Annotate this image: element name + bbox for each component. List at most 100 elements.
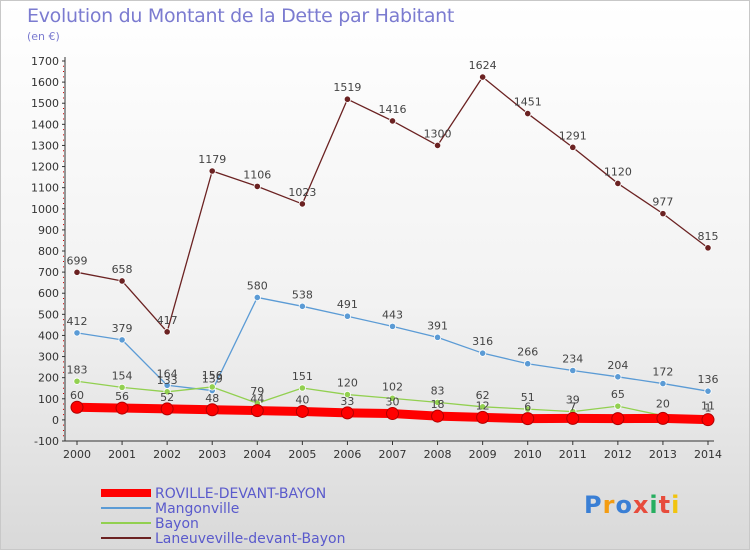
- data-point: [388, 117, 397, 125]
- data-label: 266: [517, 346, 538, 359]
- data-label: 412: [67, 315, 88, 328]
- data-point: [208, 167, 216, 175]
- x-tick-label: 2011: [559, 448, 587, 461]
- data-point: [659, 379, 667, 388]
- y-tick-label: 900: [38, 224, 59, 237]
- y-tick-label: 1600: [31, 76, 59, 89]
- data-label: 417: [157, 314, 178, 327]
- logo-letter: i: [649, 491, 659, 519]
- logo-letter: o: [615, 491, 633, 519]
- data-point: [298, 200, 306, 208]
- data-label: 11: [701, 400, 715, 413]
- data-label: 1416: [379, 103, 407, 116]
- y-tick-label: 100: [38, 393, 59, 406]
- data-point: [73, 268, 81, 276]
- x-tick-label: 2014: [694, 448, 722, 461]
- data-label: 133: [157, 374, 178, 387]
- chart-subtitle: (en €): [27, 30, 60, 43]
- data-point: [614, 402, 622, 410]
- data-point: [388, 322, 397, 330]
- chart-title: Evolution du Montant de la Dette par Hab…: [27, 5, 455, 27]
- x-tick-label: 2004: [243, 448, 271, 461]
- y-tick-label: 500: [38, 308, 59, 321]
- x-tick-label: 2009: [469, 448, 497, 461]
- data-label: 20: [656, 398, 670, 411]
- data-label: 977: [652, 196, 673, 209]
- data-label: 7: [569, 400, 576, 413]
- data-label: 39: [566, 394, 580, 407]
- data-label: 79: [250, 385, 264, 398]
- data-label: 1120: [604, 165, 632, 178]
- x-tick-label: 2007: [379, 448, 407, 461]
- data-point: [115, 401, 129, 415]
- y-tick-label: 400: [38, 329, 59, 342]
- data-point: [524, 360, 532, 368]
- data-label: 102: [382, 380, 403, 393]
- data-label: 139: [202, 373, 223, 386]
- data-label: 60: [70, 389, 84, 402]
- data-point: [208, 383, 216, 391]
- data-label: 1106: [243, 168, 271, 181]
- y-tick-label: -100: [34, 435, 59, 448]
- y-tick-label: 1700: [31, 55, 59, 68]
- data-label: 1291: [559, 129, 587, 142]
- data-label: 51: [521, 391, 535, 404]
- data-point: [569, 143, 577, 151]
- data-point: [163, 328, 171, 336]
- y-tick-label: 300: [38, 351, 59, 364]
- data-label: 18: [431, 398, 445, 411]
- data-label: 234: [562, 352, 583, 365]
- data-label: 183: [67, 363, 88, 376]
- data-point: [70, 400, 84, 414]
- x-tick-label: 2001: [108, 448, 136, 461]
- data-label: 443: [382, 308, 403, 321]
- data-label: 136: [698, 373, 719, 386]
- data-label: 6: [524, 401, 531, 414]
- data-point: [479, 349, 487, 357]
- data-label: 44: [250, 393, 264, 406]
- data-point: [704, 244, 712, 252]
- data-point: [479, 73, 487, 81]
- x-tick-label: 2000: [63, 448, 91, 461]
- data-label: 1300: [424, 127, 452, 140]
- data-label: 1519: [333, 81, 361, 94]
- y-tick-label: 700: [38, 266, 59, 279]
- data-label: 30: [386, 396, 400, 409]
- data-point: [524, 109, 532, 118]
- data-point: [343, 390, 352, 399]
- data-point: [476, 410, 490, 424]
- data-point: [118, 277, 126, 285]
- data-point: [343, 95, 352, 103]
- data-label: 172: [652, 366, 673, 379]
- data-label: 379: [112, 322, 133, 335]
- data-label: 580: [247, 279, 268, 292]
- legend-label: Mangonville: [155, 501, 239, 517]
- data-label: 52: [160, 391, 174, 404]
- x-tick-label: 2008: [424, 448, 452, 461]
- y-tick-label: 600: [38, 287, 59, 300]
- data-point: [566, 411, 580, 425]
- y-tick-label: 1500: [31, 97, 59, 110]
- x-tick-label: 2005: [288, 448, 316, 461]
- data-point: [433, 333, 442, 341]
- y-tick-label: 200: [38, 372, 59, 385]
- data-label: 699: [67, 254, 88, 267]
- y-tick-label: 1100: [31, 182, 59, 195]
- proxiti-logo: Proxiti: [584, 491, 680, 519]
- data-point: [614, 179, 622, 188]
- data-point: [433, 141, 442, 150]
- data-point: [340, 406, 354, 420]
- x-tick-label: 2002: [153, 448, 181, 461]
- legend-label: ROVILLE-DEVANT-BAYON: [155, 486, 326, 502]
- data-point: [704, 387, 712, 395]
- data-label: 65: [611, 388, 625, 401]
- data-label: 56: [115, 390, 129, 403]
- data-point: [343, 312, 352, 320]
- data-point: [73, 329, 81, 337]
- data-point: [73, 377, 81, 385]
- data-label: 316: [472, 335, 493, 348]
- y-tick-label: 1000: [31, 203, 59, 216]
- data-label: 40: [295, 393, 309, 406]
